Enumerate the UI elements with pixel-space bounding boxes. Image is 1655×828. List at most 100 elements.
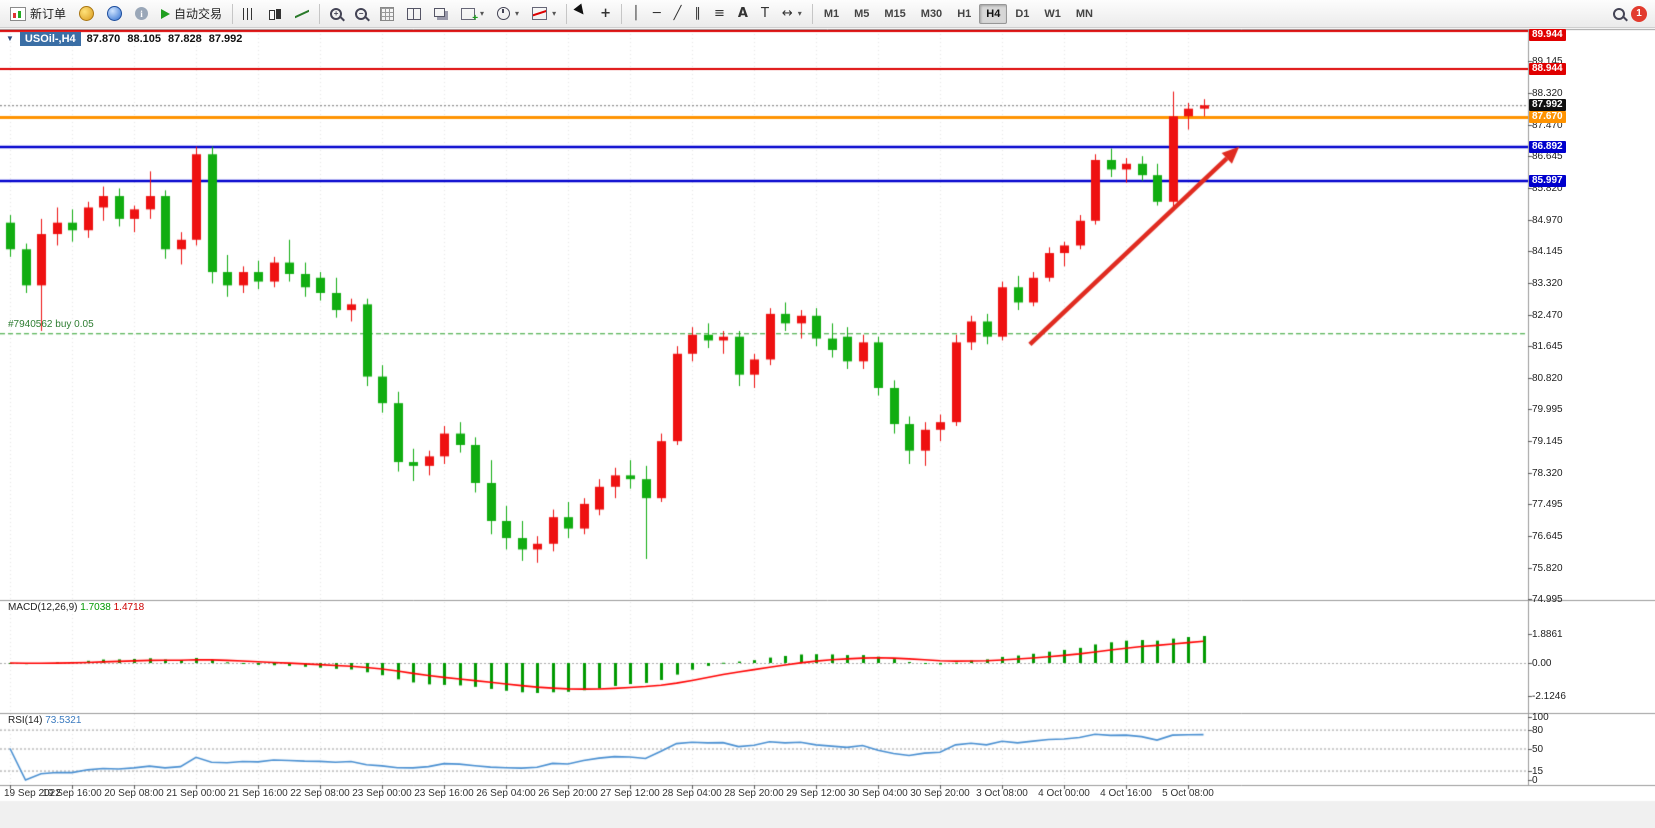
time-axis-label: 20 Sep 08:00	[104, 788, 164, 799]
zoom-in-button[interactable]: +	[324, 2, 348, 26]
text-button[interactable]: A	[732, 2, 754, 26]
new-order-button[interactable]: 新订单	[4, 2, 72, 26]
cascade-windows-button[interactable]	[428, 2, 454, 26]
cursor-button[interactable]	[571, 2, 593, 26]
tile-windows-icon	[407, 7, 422, 20]
notification-badge[interactable]: 1	[1631, 5, 1647, 22]
macd-axis-label: 0.00	[1532, 658, 1552, 669]
periods-button[interactable]: ▾	[491, 2, 525, 26]
price-axis-label: 75.820	[1532, 562, 1563, 574]
time-axis-label: 26 Sep 20:00	[538, 788, 598, 799]
timeframe-button-h4[interactable]: H4	[979, 3, 1008, 24]
line-chart-button[interactable]	[289, 2, 315, 26]
rsi-axis-label: 50	[1532, 743, 1544, 755]
toolbar-separator	[811, 3, 813, 24]
timeframe-button-m30[interactable]: M30	[914, 4, 949, 24]
time-axis-label: 3 Oct 08:00	[976, 788, 1028, 799]
time-axis-label: 4 Oct 16:00	[1100, 788, 1152, 799]
crosshair-button[interactable]: +	[594, 2, 617, 26]
indicators-button[interactable]: ▾	[526, 2, 562, 26]
dropdown-caret: ▾	[552, 9, 557, 18]
time-axis-label: 23 Sep 16:00	[414, 788, 474, 799]
main-toolbar: 新订单 i 自动交易 + − ▾ ▾ ▾ + │ ─ ╱ ∥ ≡ A T ↔▾	[0, 0, 1655, 28]
candlestick-icon	[268, 8, 282, 20]
price-axis-label: 83.320	[1532, 277, 1563, 289]
dropdown-caret: ▾	[797, 9, 802, 18]
ohlc-bars-icon	[243, 7, 256, 20]
text-label-button[interactable]: T	[755, 2, 775, 26]
time-axis-label: 19 Sep 16:00	[42, 788, 102, 799]
time-axis-label: 28 Sep 20:00	[724, 788, 784, 799]
price-axis-label: 84.970	[1532, 215, 1563, 226]
auto-trading-button[interactable]: 自动交易	[155, 2, 228, 26]
trendline-icon: ╱	[673, 6, 682, 21]
price-axis-label: 88.320	[1532, 87, 1563, 99]
position-label: #7940562 buy 0.05	[8, 319, 94, 330]
shapes-button[interactable]: ↔ ▾	[776, 2, 808, 26]
horizontal-line-button[interactable]: ─	[647, 2, 667, 26]
time-axis-label: 29 Sep 12:00	[786, 788, 846, 799]
fibonacci-button[interactable]: ≡	[708, 2, 731, 26]
time-axis-label: 21 Sep 00:00	[166, 788, 226, 799]
rsi-axis-label: 80	[1532, 724, 1544, 736]
rsi-name: RSI(14)	[8, 715, 43, 726]
text-icon: A	[737, 6, 748, 21]
cascade-windows-icon	[434, 7, 446, 17]
dropdown-caret: ▾	[515, 9, 520, 18]
price-axis-label: 80.820	[1532, 372, 1563, 384]
candlestick-chart-button[interactable]	[262, 2, 288, 26]
time-axis-label: 28 Sep 04:00	[662, 788, 722, 799]
timeframe-button-w1[interactable]: W1	[1037, 4, 1068, 24]
price-tag: 88.944	[1529, 63, 1566, 75]
line-chart-icon	[295, 8, 309, 19]
price-axis-label: 78.320	[1532, 467, 1563, 479]
timeframe-button-h1[interactable]: H1	[950, 4, 978, 24]
ohlc-readout: 87.870 88.105 87.828 87.992	[86, 33, 243, 45]
time-axis-label: 30 Sep 20:00	[910, 788, 970, 799]
toolbar-separator	[620, 3, 622, 24]
horizontal-line-icon: ─	[652, 6, 661, 21]
trendline-button[interactable]: ╱	[668, 2, 688, 26]
timeframe-button-mn[interactable]: MN	[1069, 4, 1100, 24]
timeframe-button-m15[interactable]: M15	[877, 4, 912, 24]
indicator-icon	[532, 7, 548, 20]
text-label-icon: T	[760, 6, 769, 21]
new-chart-icon	[461, 7, 478, 24]
time-axis-label: 27 Sep 12:00	[600, 788, 660, 799]
crosshair-icon: +	[600, 6, 611, 21]
timeframe-button-m5[interactable]: M5	[847, 4, 876, 24]
timeframe-button-m1[interactable]: M1	[817, 4, 846, 24]
tile-windows-button[interactable]	[401, 2, 427, 26]
price-axis-label: 79.145	[1532, 436, 1563, 448]
cursor-icon	[573, 3, 591, 22]
zoom-out-button[interactable]: −	[349, 2, 373, 26]
symbol-timeframe-label: USOil-,H4	[19, 32, 81, 46]
zoom-in-icon: +	[330, 7, 343, 20]
time-axis-label: 22 Sep 08:00	[290, 788, 350, 799]
auto-arrange-button[interactable]	[374, 2, 400, 26]
vertical-line-button[interactable]: │	[626, 2, 646, 26]
macd-name: MACD(12,26,9)	[8, 602, 78, 613]
rsi-label: RSI(14) 73.5321	[8, 715, 81, 726]
collapse-arrow-icon[interactable]: ▼	[6, 34, 14, 43]
rsi-axis-label: 100	[1532, 712, 1549, 723]
bar-chart-button[interactable]	[237, 2, 261, 26]
price-axis-label: 76.645	[1532, 531, 1563, 543]
search-icon[interactable]	[1613, 7, 1625, 20]
new-chart-button[interactable]: ▾	[455, 2, 490, 26]
grid-icon	[380, 6, 395, 21]
coins-icon	[79, 6, 95, 21]
timeframe-button-d1[interactable]: D1	[1008, 4, 1036, 24]
price-axis-label: 82.470	[1532, 310, 1563, 321]
rsi-value: 73.5321	[45, 715, 82, 726]
time-axis-label: 21 Sep 16:00	[228, 788, 288, 799]
channel-button[interactable]: ∥	[688, 2, 707, 26]
price-axis-label: 86.645	[1532, 151, 1563, 163]
macd-main-value: 1.7038	[80, 602, 111, 613]
profile-button[interactable]	[101, 2, 128, 26]
info-button[interactable]: i	[129, 2, 154, 26]
deposit-button[interactable]	[73, 2, 100, 26]
macd-signal-value: 1.4718	[113, 602, 145, 613]
